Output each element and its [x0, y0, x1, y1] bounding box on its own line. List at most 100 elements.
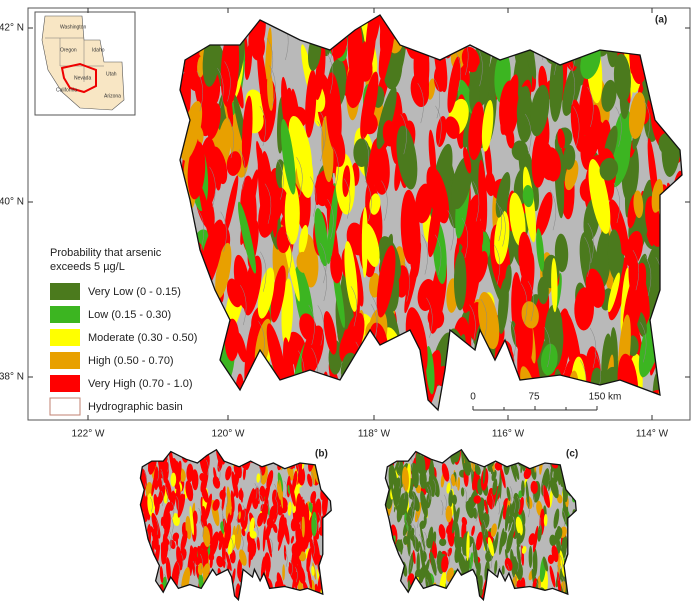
basin-boundary [326, 53, 334, 94]
probability-patch [459, 583, 467, 600]
basin-boundary [549, 190, 557, 231]
basin-boundary [640, 322, 647, 363]
basin-boundary [192, 560, 196, 577]
basin-boundary [632, 249, 640, 291]
probability-patch [282, 564, 285, 581]
probability-patch [430, 531, 437, 552]
basin-boundary [615, 106, 622, 147]
probability-patch [569, 577, 576, 597]
basin-boundary [421, 537, 425, 553]
basin-boundary [562, 599, 566, 600]
probability-patch [473, 495, 481, 504]
probability-patch [240, 487, 243, 503]
basin-boundary [573, 519, 577, 536]
probability-patch [307, 473, 313, 487]
probability-patch [186, 463, 194, 483]
probability-patch [561, 536, 567, 559]
basin-boundary [519, 543, 522, 560]
probability-patch [633, 190, 644, 219]
probability-patch [433, 64, 448, 92]
probability-patch [208, 553, 215, 561]
basin-boundary [434, 558, 438, 575]
legend-label: Moderate (0.30 - 0.50) [88, 332, 197, 344]
probability-patch [202, 563, 210, 577]
basin-boundary [310, 176, 317, 217]
probability-patch [573, 488, 577, 499]
probability-patch [549, 534, 557, 547]
probability-patch [272, 523, 278, 534]
probability-patch [638, 311, 647, 335]
probability-patch [423, 514, 427, 526]
probability-patch [148, 579, 155, 600]
basin-boundary [469, 304, 476, 345]
probability-patch [425, 538, 432, 549]
basin-boundary [240, 534, 244, 551]
basin-boundary [490, 493, 494, 510]
lon-label: 114° W [636, 429, 669, 440]
basin-boundary [308, 304, 315, 346]
basin-boundary [330, 578, 332, 594]
scale-label: 75 [528, 392, 540, 403]
probability-patch [326, 574, 332, 589]
probability-patch [328, 527, 332, 545]
probability-patch [361, 223, 380, 267]
probability-patch [476, 562, 481, 580]
probability-patch [140, 489, 146, 516]
probability-patch [225, 466, 232, 481]
probability-patch [572, 475, 577, 499]
probability-patch [448, 489, 453, 508]
lon-label: 116° W [492, 429, 525, 440]
basin-boundary [165, 486, 169, 503]
probability-patch [274, 500, 280, 524]
probability-patch [511, 140, 528, 161]
basin-boundary [480, 299, 488, 340]
probability-patch [542, 556, 549, 572]
probability-patch [248, 577, 256, 600]
probability-patch [497, 504, 504, 530]
basin-boundary [537, 592, 540, 600]
basin-boundary [461, 217, 469, 258]
basin-boundary [327, 199, 334, 240]
inset-label: Utah [106, 71, 117, 77]
basin-boundary [449, 477, 452, 493]
probability-patch [172, 585, 178, 600]
probability-patch [514, 462, 520, 480]
legend-label: Low (0.15 - 0.30) [88, 309, 171, 321]
probability-patch [212, 499, 220, 511]
probability-patch [454, 542, 462, 564]
probability-patch [314, 550, 320, 564]
basin-boundary [410, 505, 413, 521]
probability-patch [493, 531, 499, 554]
basin-boundary [491, 598, 494, 600]
legend-swatch [50, 329, 80, 346]
probability-patch [532, 578, 537, 590]
probability-patch [180, 530, 188, 552]
probability-patch [296, 564, 306, 584]
probability-patch [165, 478, 172, 501]
probability-patch [314, 208, 329, 267]
basin-boundary [257, 485, 260, 502]
probability-patch [325, 72, 342, 152]
probability-patch [206, 103, 221, 140]
scale-bar: 0 75 150 km [470, 392, 621, 411]
probability-patch [151, 528, 157, 538]
probability-patch [143, 566, 149, 580]
basin-boundary [398, 473, 401, 489]
basin-boundary [434, 234, 442, 275]
probability-patch [264, 484, 271, 508]
basin-boundary [527, 501, 530, 518]
probability-patch [243, 581, 249, 600]
basin-boundary [400, 114, 407, 155]
probability-patch [516, 532, 522, 548]
probability-patch [199, 472, 206, 482]
probability-patch [238, 511, 241, 520]
basin-boundary [285, 232, 292, 273]
probability-patch [219, 489, 226, 500]
probability-patch [249, 530, 257, 539]
probability-patch [185, 480, 194, 502]
graticule: 42° N 40° N 38° N 122° W 120° W 118° W 1… [0, 8, 690, 440]
basin-boundary [160, 468, 164, 485]
basin-boundary [227, 117, 235, 159]
probability-patch [608, 199, 629, 256]
basin-boundary [177, 561, 180, 578]
